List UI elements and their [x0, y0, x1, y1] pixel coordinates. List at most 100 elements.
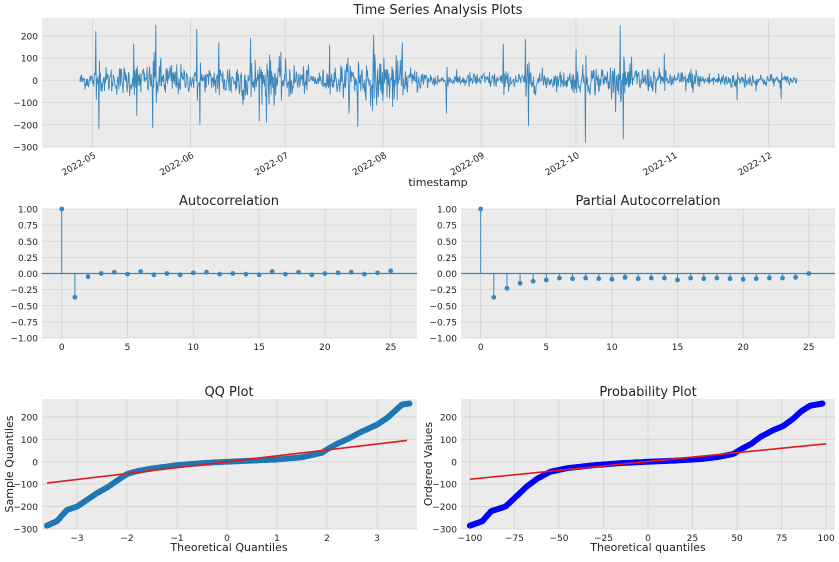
pacf-ytick-label: 0.25: [437, 254, 457, 264]
time-series-ytick-label: 0: [32, 77, 38, 87]
probability-xtick-label: −75: [505, 534, 524, 544]
pacf-ytick-label: −0.75: [429, 318, 457, 328]
acf-ytick-label: 1.00: [18, 206, 38, 216]
acf-marker: [125, 271, 130, 277]
time-series-xtick-label: 2022-12: [737, 151, 775, 178]
pacf-marker: [491, 294, 497, 300]
pacf-marker: [701, 276, 707, 282]
qq-xtick-label: 1: [274, 534, 280, 544]
pacf-marker: [793, 274, 799, 280]
pacf-marker: [557, 275, 562, 281]
acf-xtick-label: 0: [59, 343, 65, 353]
probability-point: [819, 400, 826, 407]
probability-xtick-label: 75: [776, 534, 787, 544]
pacf-marker: [727, 276, 733, 282]
time-series-ytick-label: 200: [21, 32, 38, 42]
acf-marker: [309, 272, 315, 278]
time-series-xlabel: timestamp: [408, 176, 467, 189]
acf-ytick-label: −0.25: [10, 286, 38, 296]
probability-ylabel: Ordered Values: [422, 422, 435, 506]
pacf-marker: [543, 277, 549, 283]
qq-xlabel: Theoretical Quantiles: [169, 541, 287, 554]
qq-xtick-label: −2: [120, 534, 133, 544]
acf-ytick-label: 0.50: [18, 238, 38, 248]
pacf-panel: 1.00 0.75 0.50 0.25 0.00 −0.25 −0.50 −0.75 −1.00…: [429, 194, 835, 353]
qq-xtick-label: 3: [374, 534, 380, 544]
pacf-ytick-label: −0.25: [429, 286, 457, 296]
pacf-marker: [714, 275, 720, 281]
acf-marker: [348, 269, 354, 275]
pacf-marker: [662, 275, 667, 281]
acf-title: Autocorrelation: [179, 194, 279, 209]
time-series-xtick-label: 2022-10: [544, 151, 582, 179]
acf-marker: [85, 274, 91, 280]
qq-xtick-label: −3: [70, 534, 83, 544]
pacf-marker: [688, 275, 694, 281]
acf-marker: [111, 269, 117, 275]
probability-xtick-label: 100: [818, 534, 835, 544]
acf-marker: [283, 271, 288, 277]
qq-fit-line: [46, 439, 408, 484]
time-series-ytick-label: −300: [13, 144, 38, 154]
pacf-title: Partial Autocorrelation: [576, 194, 721, 209]
probability-xlabel: Theoretical quantiles: [589, 541, 706, 554]
acf-xtick-label: 15: [253, 343, 264, 353]
time-series-xtick-label: 2022-06: [158, 151, 196, 179]
qq-xtick-label: 0: [224, 534, 230, 544]
probability-ytick-label: −200: [432, 503, 457, 513]
time-series-panel: 200 100 0 −100 −200 −300 2022-05 2022-06 2022-0…: [13, 3, 835, 189]
qq-ylabel: Sample Quantiles: [3, 415, 16, 512]
qq-ytick-label: 200: [21, 413, 38, 423]
qq-xtick-label: 2: [324, 534, 330, 544]
qq-ytick-label: −300: [13, 526, 38, 536]
probability-ytick-label: 100: [440, 436, 457, 446]
qq-ytick-label: 100: [21, 436, 38, 446]
pacf-marker: [753, 276, 759, 282]
pacf-ytick-label: −1.00: [429, 335, 457, 345]
acf-marker: [322, 271, 328, 276]
pacf-marker: [740, 276, 746, 282]
probability-ytick-label: 200: [440, 413, 457, 423]
acf-marker: [138, 269, 144, 274]
pacf-marker: [609, 276, 615, 282]
probability-xtick-label: −100: [458, 534, 483, 544]
acf-marker: [217, 271, 223, 277]
qq-point: [406, 400, 413, 407]
acf-ytick-label: −0.75: [10, 318, 38, 328]
pacf-marker: [596, 276, 602, 282]
pacf-marker: [635, 276, 641, 282]
pacf-marker: [806, 271, 812, 276]
pacf-xtick-label: 25: [803, 343, 814, 353]
acf-xtick-label: 10: [188, 343, 200, 353]
probability-xtick-label: −25: [594, 534, 613, 544]
pacf-ytick-label: 0.50: [437, 238, 457, 248]
probability-ytick-label: −300: [432, 526, 457, 536]
probability-ytick-label: 0: [451, 458, 457, 468]
acf-ytick-label: 0.25: [18, 254, 38, 264]
acf-marker: [375, 270, 380, 276]
time-series-ytick-label: −100: [13, 99, 38, 109]
qq-ytick-label: −100: [13, 481, 38, 491]
pacf-marker: [583, 275, 589, 281]
acf-ytick-label: 0.00: [18, 270, 38, 280]
pacf-marker: [504, 285, 510, 291]
probability-ytick-label: −100: [432, 481, 457, 491]
time-series-xtick-label: 2022-08: [351, 151, 389, 179]
pacf-marker: [570, 276, 575, 282]
pacf-xtick-label: 0: [478, 343, 484, 353]
acf-marker: [98, 271, 104, 276]
probability-title: Probability Plot: [599, 385, 696, 400]
pacf-xtick-label: 20: [737, 343, 749, 353]
qq-panel: 200 100 0 −100 −200 −300 −3 −2 −1 0 1 2 3 QQ Plot Th…: [3, 385, 417, 554]
acf-ytick-label: 0.75: [18, 222, 38, 232]
acf-marker: [335, 270, 341, 276]
time-series-title: Time Series Analysis Plots: [352, 3, 522, 18]
time-series-ytick-label: 100: [21, 55, 38, 65]
time-series-ytick-label: −200: [13, 121, 38, 131]
qq-ytick-label: −200: [13, 503, 38, 513]
acf-marker: [164, 271, 170, 276]
acf-marker: [230, 271, 236, 276]
pacf-ytick-label: 1.00: [437, 206, 457, 216]
